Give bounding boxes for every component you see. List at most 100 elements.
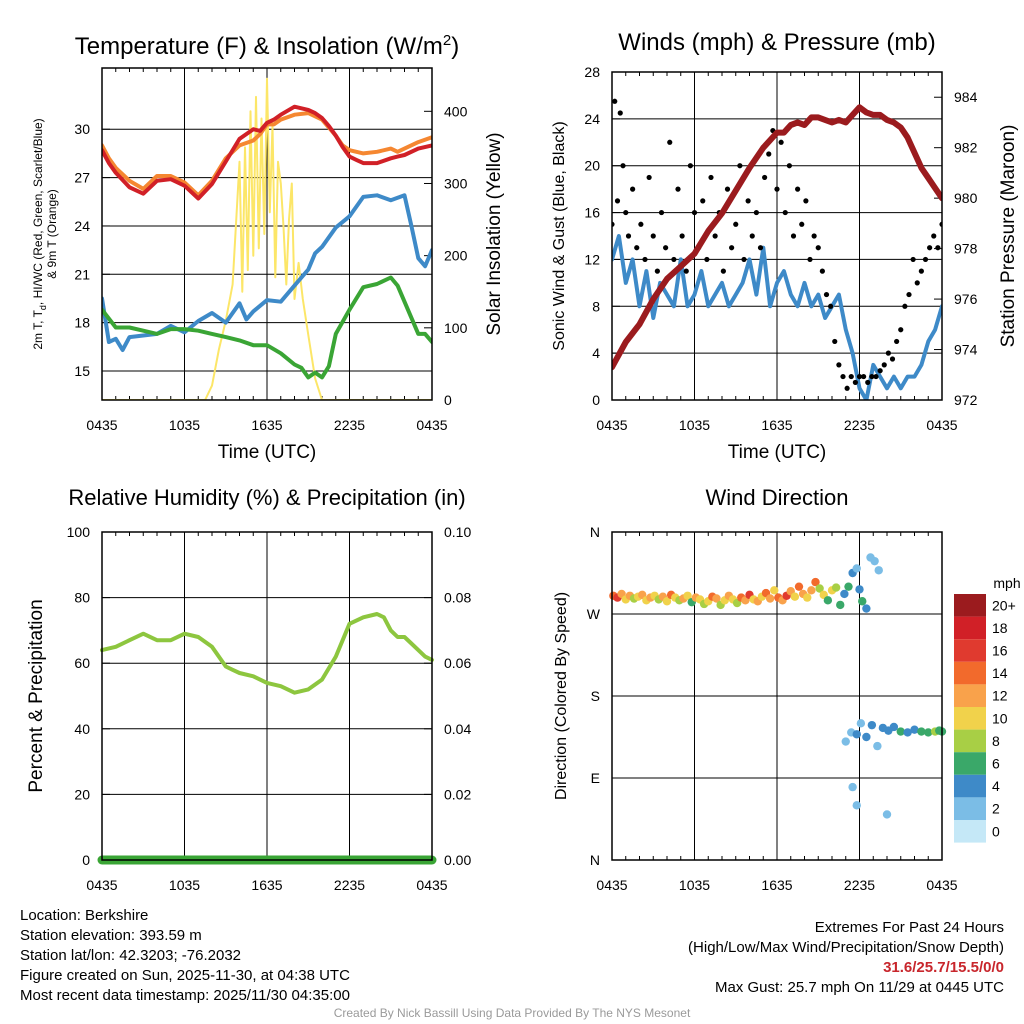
gust-point (638, 221, 644, 227)
gust-point (906, 291, 912, 298)
y2-tick-label: 100 (444, 320, 468, 336)
direction-point (852, 730, 861, 739)
legend-swatch (954, 729, 986, 753)
gust-point (700, 198, 706, 204)
gust-point (620, 163, 626, 169)
series-group (612, 98, 942, 400)
extremes-info: Extremes For Past 24 Hours (High/Low/Max… (688, 918, 1004, 998)
gust-point (757, 245, 764, 251)
x-tick-label: 0435 (416, 877, 447, 893)
gust-point (861, 373, 867, 380)
figure-created: Figure created on Sun, 2025-11-30, at 04… (20, 967, 350, 984)
y2-tick-label: 976 (954, 291, 978, 307)
y2-tick-label: 0.04 (444, 721, 471, 737)
series-line-wind-chill (102, 193, 432, 352)
x-tick-label: 2235 (334, 417, 365, 433)
legend-title: mph (993, 575, 1020, 591)
y-tick-label: N (590, 852, 600, 868)
y-tick-label: W (587, 606, 601, 622)
y-tick-label: 16 (584, 205, 600, 221)
direction-point (856, 719, 866, 728)
gust-point (675, 186, 681, 192)
series-line-relative-humidity (100, 612, 434, 695)
y2-tick-label: 300 (444, 175, 468, 191)
direction-point (848, 782, 857, 792)
series-line-2m-t (102, 104, 432, 201)
x-tick-label: 1635 (251, 877, 282, 893)
gust-point (762, 174, 768, 181)
y2-tick-label: 984 (954, 89, 978, 105)
gust-point (869, 373, 875, 380)
x-tick-label: 1635 (761, 877, 792, 893)
gust-point (667, 139, 673, 145)
y-axis-label: 2m T, Td, HI/WC (Red, Green, Scarlet/Blu… (31, 118, 48, 349)
gust-point (790, 233, 797, 239)
series-line-dewpoint (102, 275, 432, 380)
series-group (102, 77, 432, 400)
direction-point (803, 593, 812, 602)
direction-point (903, 728, 912, 737)
y-tick-label: 20 (74, 786, 90, 802)
gust-point (729, 245, 735, 251)
direction-point (910, 725, 919, 734)
gust-point (902, 303, 908, 309)
y2-tick-label: 0 (444, 392, 452, 408)
x-tick-label: 0435 (596, 877, 627, 893)
gust-point (811, 233, 817, 239)
gust-point (877, 368, 883, 374)
legend-label: 6 (992, 756, 1000, 772)
gust-point (720, 268, 726, 274)
recent-timestamp: Most recent data timestamp: 2025/11/30 0… (20, 987, 350, 1004)
speed-legend: mph 20+ 18 16 14 12 10 8 6 4 2 0 (954, 575, 1021, 843)
gust-point (803, 198, 809, 204)
x-tick-label: 0435 (926, 417, 957, 433)
y-tick-label: 60 (74, 655, 90, 671)
x-tick-label: 0435 (86, 417, 117, 433)
direction-point (870, 556, 879, 566)
y-tick-label: 30 (74, 121, 90, 137)
gust-point (795, 186, 801, 192)
gust-point (733, 221, 739, 227)
gust-point (931, 233, 937, 239)
y2-tick-label: 972 (954, 392, 978, 408)
legend-label: 18 (992, 620, 1008, 636)
gust-point (856, 373, 863, 380)
direction-point (862, 604, 871, 613)
x-tick-label: 0435 (416, 417, 447, 433)
y-axis-label: Percent & Precipitation (26, 599, 47, 792)
gust-point (823, 291, 830, 298)
plot-border (101, 531, 433, 861)
gust-point (650, 233, 656, 239)
y-tick-label: 0 (592, 392, 600, 408)
gust-point (910, 256, 916, 263)
panel-3: 0435 1035 1635 2235 0435 0 20 40 60 80 100 0.00 0.02… (26, 485, 471, 893)
y2-tick-label: 980 (954, 190, 978, 206)
gust-point (807, 256, 813, 263)
y-tick-label: 15 (74, 363, 90, 379)
legend-label: 14 (992, 665, 1008, 681)
gust-point (885, 350, 891, 356)
gust-point (889, 356, 896, 362)
y-tick-label: N (590, 524, 600, 540)
gust-point (724, 186, 731, 192)
direction-point (831, 583, 841, 592)
gust-point (935, 245, 941, 251)
y2-tick-label: 0.02 (444, 786, 471, 802)
y-tick-label: 100 (67, 524, 91, 540)
y2-axis-label: Solar Insolation (Yellow) (484, 132, 505, 335)
gust-point (737, 163, 743, 169)
gust-point (745, 198, 751, 204)
gust-point (614, 198, 621, 204)
gust-point (683, 268, 689, 274)
legend-swatch (954, 616, 986, 640)
gust-point (679, 233, 685, 239)
series-line-9m-t (102, 111, 432, 198)
y2-tick-label: 974 (954, 342, 978, 358)
direction-point (794, 582, 804, 591)
x-tick-label: 1035 (169, 877, 200, 893)
y2-tick-label: 0.10 (444, 524, 471, 540)
gust-point (865, 379, 871, 386)
gust-point (922, 256, 929, 263)
gust-point (873, 373, 879, 380)
